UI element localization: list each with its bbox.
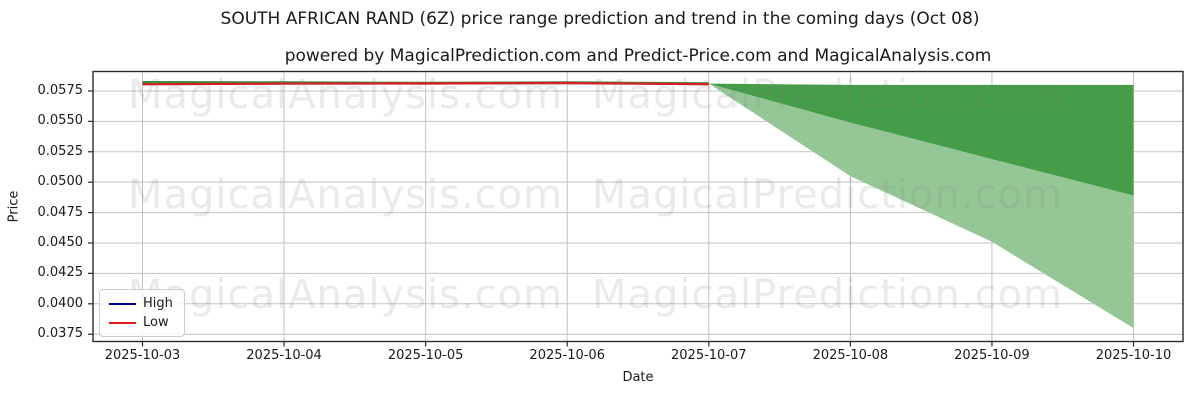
x-tick-label: 2025-10-09: [954, 348, 1030, 363]
x-tick-label: 2025-10-07: [671, 348, 747, 363]
x-tick-label: 2025-10-06: [529, 348, 605, 363]
y-tick-label: 0.0450: [37, 234, 84, 250]
x-axis-title: Date: [622, 370, 654, 385]
low-line-swatch: [109, 321, 136, 324]
legend: High Low: [99, 289, 185, 337]
y-tick-label: 0.0475: [37, 204, 84, 220]
y-tick-label: 0.0500: [37, 174, 84, 190]
chart-title: SOUTH AFRICAN RAND (6Z) price range pred…: [220, 9, 980, 29]
x-tick-label: 2025-10-05: [387, 348, 464, 363]
y-tick-label: 0.0400: [37, 295, 84, 311]
chart-subtitle: powered by MagicalPrediction.com and Pre…: [284, 46, 992, 66]
x-tick-label: 2025-10-08: [812, 348, 889, 363]
prediction-band-inner: [708, 83, 1134, 196]
legend-item-high: High: [100, 297, 184, 310]
y-tick-label: 0.0575: [37, 82, 84, 98]
y-tick-label: 0.0550: [37, 113, 84, 129]
y-tick-label: 0.0525: [37, 143, 84, 159]
high-line-swatch: [109, 302, 136, 305]
x-tick-label: 2025-10-10: [1095, 348, 1172, 363]
y-tick-label: 0.0375: [37, 326, 84, 342]
y-tick-label: 0.0425: [37, 265, 84, 281]
low-history-line: [142, 81, 709, 86]
plot-border: [92, 70, 1184, 343]
legend-label-high: High: [143, 296, 173, 311]
legend-label-low: Low: [143, 315, 169, 330]
prediction-band-outer: [708, 83, 1134, 329]
x-tick-label: 2025-10-03: [104, 348, 181, 363]
x-tick-label: 2025-10-04: [246, 348, 322, 363]
legend-item-low: Low: [100, 316, 184, 329]
